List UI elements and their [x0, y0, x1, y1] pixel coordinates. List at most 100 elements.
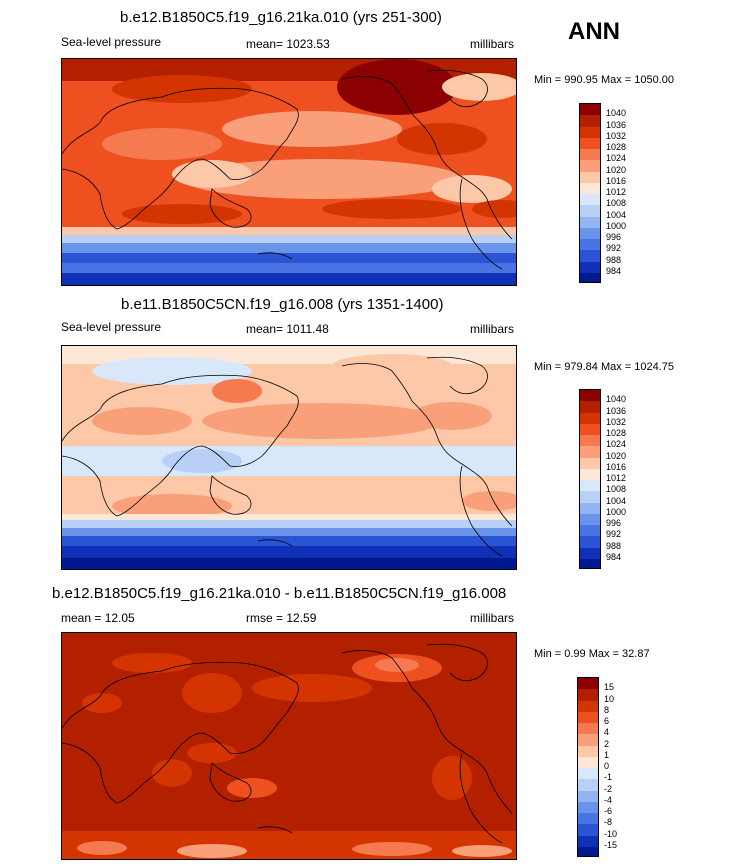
slp-colorbar-swatch — [580, 149, 600, 161]
slp-colorbar-tick-label: 1028 — [606, 428, 627, 438]
slp-colorbar-tick-label: 1032 — [606, 130, 627, 141]
diff-colorbar-tick-label: -10 — [604, 828, 618, 839]
panel2-left-label: Sea-level pressure — [61, 320, 162, 334]
panel3-mean-label: mean = 12.05 — [61, 611, 135, 625]
slp-colorbar-tick-label: 984 — [606, 551, 622, 562]
diff-colorbar-tick-label: 0 — [604, 761, 610, 771]
slp-colorbar-swatch — [580, 390, 600, 402]
panel3-colorbar — [577, 677, 599, 857]
panel1-mean-label: mean= 1023.53 — [246, 37, 330, 51]
diff-colorbar-swatch — [578, 824, 598, 836]
slp-colorbar-swatch — [580, 250, 600, 262]
diff-colorbar-tick-label: 1 — [604, 749, 610, 760]
season-label: ANN — [568, 18, 620, 45]
panel2-minmax: Min = 979.84 Max = 1024.75 — [534, 361, 675, 373]
slp-colorbar-swatch — [580, 435, 600, 447]
diff-colorbar-swatch — [578, 723, 598, 735]
diff-colorbar-swatch — [578, 678, 598, 690]
slp-colorbar-tick-label: 1016 — [606, 461, 627, 472]
slp-colorbar-swatch — [580, 115, 600, 127]
slp-colorbar-tick-label: 1024 — [606, 153, 627, 164]
diff-colorbar-tick-label: 6 — [604, 716, 610, 726]
slp-colorbar-tick-label: 1012 — [606, 473, 627, 483]
diff-colorbar-swatch — [578, 813, 598, 825]
panel1-units-label: millibars — [470, 37, 515, 51]
diff-colorbar-swatch — [578, 700, 598, 712]
diff-colorbar-swatch — [578, 768, 598, 780]
slp-colorbar-swatch — [580, 239, 600, 251]
slp-colorbar-tick-label: 1016 — [606, 175, 627, 186]
slp-colorbar-swatch — [580, 547, 600, 559]
slp-colorbar-tick-label: 1008 — [606, 198, 627, 209]
panel3-minmax: Min = 0.99 Max = 32.87 — [534, 648, 650, 660]
slp-colorbar-tick-label: 1004 — [606, 209, 627, 220]
diff-colorbar-tick-label: 10 — [604, 693, 615, 704]
slp-colorbar-tick-label: 984 — [606, 265, 622, 276]
panel1-left-label: Sea-level pressure — [61, 35, 162, 49]
slp-colorbar-swatch — [580, 513, 600, 525]
slp-colorbar-swatch — [580, 446, 600, 458]
panel3-rmse-label: rmse = 12.59 — [246, 611, 317, 625]
diff-colorbar-tick-label: 15 — [604, 682, 615, 693]
slp-colorbar-swatch — [580, 468, 600, 480]
diff-colorbar-tick-label: 2 — [604, 738, 610, 749]
slp-colorbar-tick-label: 1036 — [606, 119, 627, 130]
slp-colorbar-tick-label: 1040 — [606, 394, 627, 405]
slp-colorbar-tick-label: 992 — [606, 529, 622, 540]
panel3-units-label: millibars — [470, 611, 515, 625]
panel2-colorbar-ticks: 1040 1036 1032 1028 1024 1020 1016 1012 1008 1004… — [606, 389, 646, 569]
diff-colorbar-swatch — [578, 745, 598, 757]
slp-colorbar-swatch — [580, 137, 600, 149]
diff-colorbar-swatch — [578, 734, 598, 746]
slp-colorbar-tick-label: 1036 — [606, 405, 627, 416]
slp-colorbar-swatch — [580, 558, 600, 568]
panel2-mean-label: mean= 1011.48 — [246, 322, 329, 336]
diff-colorbar-tick-label: 8 — [604, 704, 610, 715]
diff-colorbar-swatch — [578, 790, 598, 802]
panel1-colorbar-ticks: 1040 1036 1032 1028 1024 1020 1016 1012 1008 1004… — [606, 103, 646, 283]
slp-colorbar-tick-label: 1004 — [606, 495, 627, 506]
slp-colorbar-tick-label: 1012 — [606, 187, 627, 197]
slp-colorbar-swatch — [580, 536, 600, 548]
slp-colorbar-swatch — [580, 412, 600, 424]
slp-colorbar-tick-label: 1008 — [606, 484, 627, 495]
panel1-map — [61, 58, 517, 286]
diff-colorbar-swatch — [578, 835, 598, 847]
slp-colorbar-swatch — [580, 182, 600, 194]
diff-colorbar-tick-label: 4 — [604, 727, 610, 738]
diff-colorbar-swatch — [578, 756, 598, 768]
diff-colorbar-tick-label: -2 — [604, 783, 613, 794]
panel3-title: b.e12.B1850C5.f19_g16.21ka.010 - b.e11.B… — [52, 585, 507, 602]
slp-colorbar-swatch — [580, 227, 600, 239]
diff-colorbar-tick-label: -1 — [604, 772, 613, 783]
panel1-minmax: Min = 990.95 Max = 1050.00 — [534, 74, 675, 86]
panel2-map — [61, 345, 517, 570]
panel1-title: b.e12.B1850C5.f19_g16.21ka.010 (yrs 251-… — [120, 9, 442, 26]
slp-colorbar-swatch — [580, 457, 600, 469]
diff-colorbar-tick-label: -15 — [604, 839, 618, 850]
slp-colorbar-swatch — [580, 491, 600, 503]
slp-colorbar-swatch — [580, 171, 600, 183]
slp-colorbar-swatch — [580, 401, 600, 413]
slp-colorbar-swatch — [580, 525, 600, 537]
diff-colorbar-swatch — [578, 801, 598, 813]
panel2-colorbar — [579, 389, 601, 569]
slp-colorbar-tick-label: 1000 — [606, 506, 627, 517]
slp-colorbar-tick-label: 992 — [606, 243, 622, 254]
slp-colorbar-swatch — [580, 480, 600, 492]
slp-colorbar-tick-label: 1024 — [606, 439, 627, 450]
slp-colorbar-swatch — [580, 126, 600, 138]
slp-colorbar-tick-label: 1032 — [606, 416, 627, 427]
diff-colorbar-swatch — [578, 846, 598, 856]
panel2-title: b.e11.B1850C5CN.f19_g16.008 (yrs 1351-14… — [121, 296, 444, 313]
slp-colorbar-swatch — [580, 160, 600, 172]
slp-colorbar-swatch — [580, 272, 600, 282]
slp-colorbar-swatch — [580, 423, 600, 435]
slp-colorbar-swatch — [580, 205, 600, 217]
slp-colorbar-swatch — [580, 194, 600, 206]
panel1-colorbar — [579, 103, 601, 283]
slp-colorbar-swatch — [580, 216, 600, 228]
slp-colorbar-tick-label: 1020 — [606, 450, 627, 461]
diff-colorbar-swatch — [578, 779, 598, 791]
slp-colorbar-tick-label: 988 — [606, 254, 622, 265]
